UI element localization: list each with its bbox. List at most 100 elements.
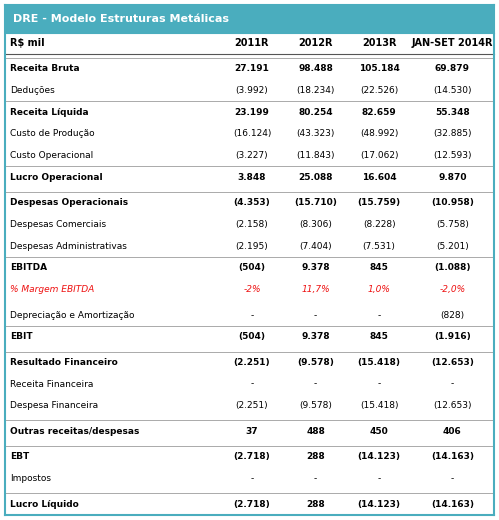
Text: (2.158): (2.158)	[236, 220, 268, 229]
Text: (9.578): (9.578)	[297, 358, 334, 367]
Text: (5.201): (5.201)	[436, 242, 469, 251]
Text: Despesa Financeira: Despesa Financeira	[10, 401, 98, 410]
Text: 845: 845	[370, 332, 389, 341]
Text: -: -	[314, 380, 317, 388]
Text: (12.653): (12.653)	[431, 358, 474, 367]
Text: 98.488: 98.488	[298, 64, 333, 73]
Text: Receita Financeira: Receita Financeira	[10, 380, 93, 388]
Text: Receita Bruta: Receita Bruta	[10, 64, 80, 73]
Text: (17.062): (17.062)	[360, 151, 398, 160]
Text: 1,0%: 1,0%	[368, 285, 391, 294]
Text: Despesas Comerciais: Despesas Comerciais	[10, 220, 106, 229]
Text: (3.227): (3.227)	[236, 151, 268, 160]
Text: R$ mil: R$ mil	[10, 38, 44, 48]
Text: (9.578): (9.578)	[299, 401, 332, 410]
Text: Custo Operacional: Custo Operacional	[10, 151, 93, 160]
Text: (14.163): (14.163)	[431, 452, 474, 461]
Text: (2.718): (2.718)	[234, 452, 270, 461]
Text: 82.659: 82.659	[362, 108, 397, 117]
Text: 105.184: 105.184	[359, 64, 400, 73]
Text: Outras receitas/despesas: Outras receitas/despesas	[10, 427, 139, 436]
Text: -: -	[377, 380, 381, 388]
Text: 11,7%: 11,7%	[301, 285, 330, 294]
Text: EBT: EBT	[10, 452, 29, 461]
Text: (14.123): (14.123)	[358, 452, 401, 461]
Text: Resultado Financeiro: Resultado Financeiro	[10, 358, 118, 367]
Text: (828): (828)	[441, 310, 465, 320]
Text: -: -	[314, 310, 317, 320]
Text: -: -	[250, 474, 253, 483]
Text: -2%: -2%	[243, 285, 260, 294]
Text: 845: 845	[370, 263, 389, 272]
Text: (3.992): (3.992)	[236, 86, 268, 95]
Text: (7.531): (7.531)	[363, 242, 396, 251]
Text: 406: 406	[443, 427, 462, 436]
Text: (14.123): (14.123)	[358, 500, 401, 509]
Text: Depreciação e Amortização: Depreciação e Amortização	[10, 310, 135, 320]
Text: Despesas Administrativas: Despesas Administrativas	[10, 242, 127, 251]
Text: Deduções: Deduções	[10, 86, 55, 95]
Text: -: -	[250, 310, 253, 320]
Text: (12.593): (12.593)	[433, 151, 472, 160]
Text: -: -	[451, 380, 454, 388]
Text: -: -	[377, 310, 381, 320]
Text: -: -	[314, 474, 317, 483]
Text: 37: 37	[246, 427, 258, 436]
Text: 2013R: 2013R	[362, 38, 396, 48]
Text: (14.163): (14.163)	[431, 500, 474, 509]
Text: 23.199: 23.199	[235, 108, 269, 117]
Text: % Margem EBITDA: % Margem EBITDA	[10, 285, 94, 294]
Text: 2012R: 2012R	[298, 38, 333, 48]
Text: (15.418): (15.418)	[358, 358, 401, 367]
Text: (2.718): (2.718)	[234, 500, 270, 509]
Text: 27.191: 27.191	[235, 64, 269, 73]
Text: 9.378: 9.378	[301, 332, 330, 341]
Text: DRE - Modelo Estruturas Metálicas: DRE - Modelo Estruturas Metálicas	[13, 14, 229, 24]
Text: JAN-SET 2014R: JAN-SET 2014R	[412, 38, 493, 48]
Text: (32.885): (32.885)	[433, 129, 472, 138]
Text: (5.758): (5.758)	[436, 220, 469, 229]
Text: 9.378: 9.378	[301, 263, 330, 272]
Text: Lucro Operacional: Lucro Operacional	[10, 173, 103, 182]
Text: (4.353): (4.353)	[234, 199, 270, 207]
Text: Receita Líquida: Receita Líquida	[10, 108, 89, 117]
Text: -2,0%: -2,0%	[440, 285, 466, 294]
Bar	[5, 5, 494, 33]
Text: (1.916): (1.916)	[434, 332, 471, 341]
Text: (7.404): (7.404)	[299, 242, 332, 251]
Text: (15.710): (15.710)	[294, 199, 337, 207]
Text: (43.323): (43.323)	[296, 129, 335, 138]
Text: 80.254: 80.254	[298, 108, 333, 117]
Text: (2.251): (2.251)	[236, 401, 268, 410]
Text: -: -	[250, 380, 253, 388]
Text: (18.234): (18.234)	[296, 86, 335, 95]
Text: Custo de Produção: Custo de Produção	[10, 129, 95, 138]
Text: 488: 488	[306, 427, 325, 436]
Text: 16.604: 16.604	[362, 173, 396, 182]
Text: (8.306): (8.306)	[299, 220, 332, 229]
Text: -: -	[377, 474, 381, 483]
Text: 9.870: 9.870	[438, 173, 467, 182]
Text: (10.958): (10.958)	[431, 199, 474, 207]
Text: (504): (504)	[239, 332, 265, 341]
Text: -: -	[451, 474, 454, 483]
Text: 3.848: 3.848	[238, 173, 266, 182]
Text: EBITDA: EBITDA	[10, 263, 47, 272]
Text: 450: 450	[370, 427, 388, 436]
Text: (504): (504)	[239, 263, 265, 272]
Text: (2.195): (2.195)	[236, 242, 268, 251]
Text: (22.526): (22.526)	[360, 86, 398, 95]
Text: (11.843): (11.843)	[296, 151, 335, 160]
Text: (1.088): (1.088)	[434, 263, 471, 272]
Text: Impostos: Impostos	[10, 474, 51, 483]
Text: Lucro Líquido: Lucro Líquido	[10, 500, 79, 509]
Text: (12.653): (12.653)	[433, 401, 472, 410]
Text: (48.992): (48.992)	[360, 129, 398, 138]
Text: (16.124): (16.124)	[233, 129, 271, 138]
Text: 288: 288	[306, 500, 325, 509]
Text: Despesas Operacionais: Despesas Operacionais	[10, 199, 128, 207]
Text: (15.418): (15.418)	[360, 401, 398, 410]
Text: 288: 288	[306, 452, 325, 461]
Text: 25.088: 25.088	[298, 173, 333, 182]
Text: 55.348: 55.348	[435, 108, 470, 117]
